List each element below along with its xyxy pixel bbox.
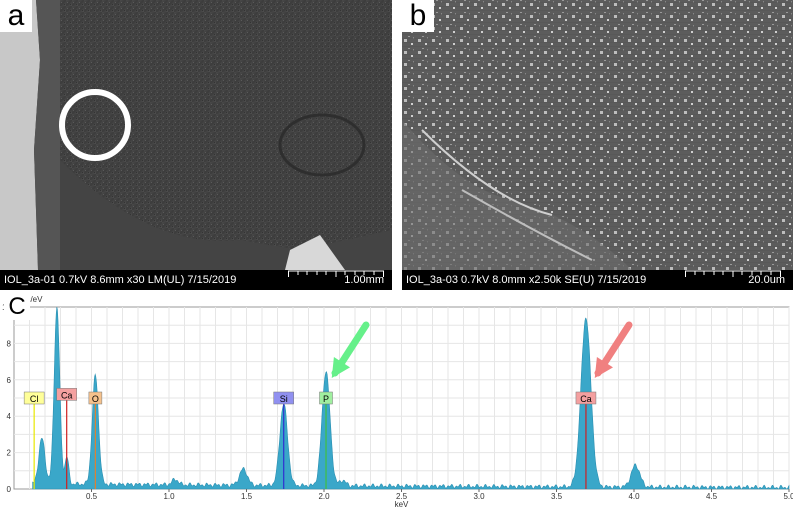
eds-spectrum: C Cl Ca O Si P Ca 0.5 1.0 1.5 2.0 2.5 3.0 3.5 4.0 4.5 5… (0, 290, 793, 509)
element-label-p-4: P (323, 394, 329, 404)
element-label-box-4 (319, 391, 333, 405)
sem-meta-b: IOL_3a-03 0.7kV 8.0mm x2.50k SE(U) 7/15/… (406, 274, 647, 286)
sem-meta-a: IOL_3a-01 0.7kV 8.6mm x30 LM(UL) 7/15/20… (4, 274, 237, 286)
red-arrow (594, 321, 633, 379)
highlight-circle (59, 89, 131, 161)
element-label-si-3: Si (280, 394, 288, 404)
green-arrow (331, 321, 370, 379)
element-label-cl-0: Cl (30, 394, 39, 404)
x-tick-label: 1.5 (241, 492, 253, 501)
element-label-ca-5: Ca (580, 394, 592, 404)
panel-letter-a: a (0, 0, 32, 32)
x-tick-label: 3.5 (551, 492, 563, 501)
element-label-box-5 (575, 391, 597, 405)
green-arrow-head (331, 357, 350, 379)
y-tick-label: 8 (7, 339, 12, 348)
x-axis-label: keV (395, 500, 409, 509)
scale-label-a: 1.00mm (344, 274, 384, 286)
sem-info-bar-a: IOL_3a-01 0.7kV 8.6mm x30 LM(UL) 7/15/20… (0, 270, 392, 290)
element-label-box-2 (88, 391, 103, 405)
y-tick-label: 4 (7, 412, 12, 421)
y-tick-label: 6 (7, 376, 12, 385)
sem-image-a (0, 0, 392, 270)
x-tick-label: 1.0 (163, 492, 175, 501)
element-label-box-3 (273, 391, 294, 405)
scale-bar-a (288, 270, 384, 277)
spectrum-area (32, 307, 790, 490)
x-tick-label: 2.5 (396, 492, 408, 501)
sem-info-bar-b: IOL_3a-03 0.7kV 8.0mm x2.50k SE(U) 7/15/… (402, 270, 793, 290)
y-tick-label: 0 (7, 485, 12, 494)
scale-label-b: 20.0um (748, 274, 785, 286)
element-label-o-2: O (92, 394, 99, 404)
red-arrow-head (594, 357, 613, 379)
sem-image-b (402, 0, 793, 270)
sem-panel-b: b IOL_3a-03 0.7kV 8.0mm x2.50k SE(U) 7/1… (402, 0, 793, 290)
element-label-box-1 (56, 388, 77, 401)
spectrum-chart: Cl Ca O Si P Ca 0.5 1.0 1.5 2.0 2.5 3.0 3.5 4.0 4.5 5.0… (2, 295, 793, 509)
x-tick-label: 4.5 (706, 492, 718, 501)
panel-letter-c: C (4, 294, 30, 320)
element-label-ca-1: Ca (61, 390, 73, 400)
scale-bar-b (685, 270, 781, 277)
panel-letter-b: b (402, 0, 434, 32)
x-tick-label: 3.0 (473, 492, 485, 501)
sem-panel-a: a IOL_3a-01 0.7kV 8.6mm x30 LM(UL) 7/15/… (0, 0, 392, 290)
x-tick-label: 4.0 (628, 492, 640, 501)
x-tick-label: 5.0 (783, 492, 793, 501)
y-axis-label: cps/eV (18, 295, 43, 304)
element-label-box-0 (23, 391, 45, 405)
x-tick-label: 2.0 (318, 492, 330, 501)
y-tick-label: 2 (7, 449, 12, 458)
x-tick-label: 0.5 (86, 492, 98, 501)
